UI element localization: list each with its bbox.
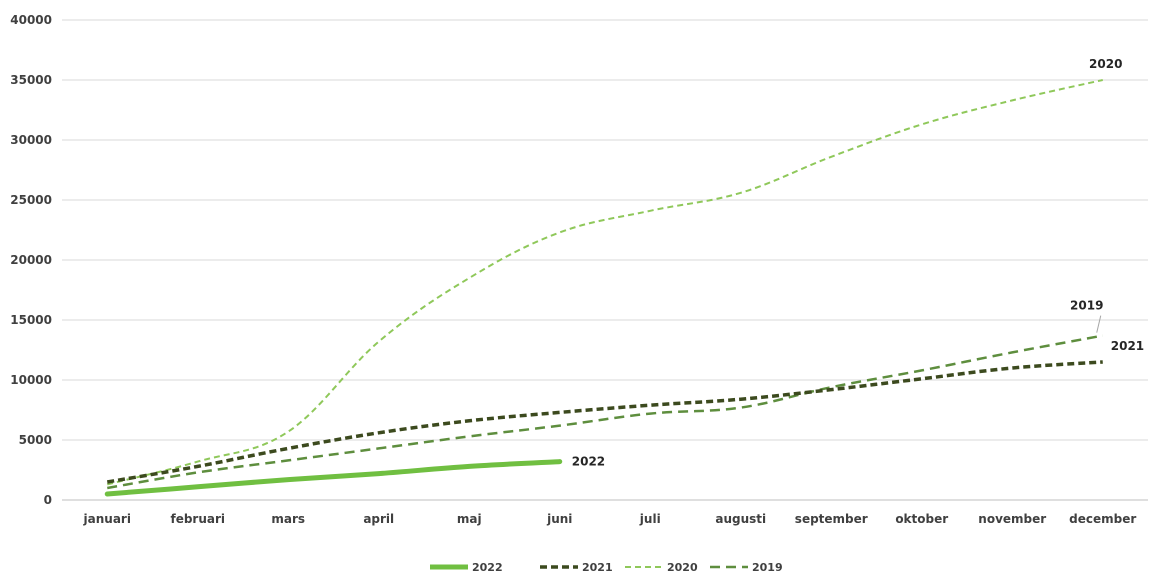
x-tick-label: februari [170,512,225,526]
series-line-2021 [106,360,1103,484]
y-tick-label: 15000 [10,313,52,327]
series-line-2022 [104,459,563,497]
x-tick-label: september [795,512,868,526]
x-axis: januari februari mars april maj juni juli augus… [83,512,1137,526]
x-tick-label: april [363,512,394,526]
legend-label-2022: 2022 [472,561,503,574]
series-end-labels: 2022 2021 2020 2019 [572,57,1144,469]
x-tick-label: augusti [715,512,766,526]
leader-line [1096,315,1102,333]
legend-label-2021: 2021 [582,561,613,574]
x-tick-label: januari [83,512,131,526]
x-tick-label: oktober [895,512,948,526]
x-tick-label: mars [271,512,305,526]
x-tick-label: juni [546,512,572,526]
gridlines [62,19,1148,501]
legend: 2022 2021 2020 2019 [430,561,783,574]
series-end-label-2022: 2022 [572,455,605,469]
y-tick-label: 35000 [10,73,52,87]
x-tick-label: juli [639,512,661,526]
series-line-2020 [107,79,1103,486]
y-tick-label: 25000 [10,193,52,207]
x-tick-label: november [978,512,1046,526]
legend-label-2020: 2020 [667,561,698,574]
y-tick-label: 10000 [10,373,52,387]
legend-label-2019: 2019 [752,561,783,574]
series-line-2019 [107,334,1103,490]
y-tick-label: 40000 [10,13,52,27]
x-tick-label: maj [457,512,482,526]
y-tick-label: 20000 [10,253,52,267]
y-tick-label: 30000 [10,133,52,147]
x-tick-label: december [1069,512,1136,526]
y-tick-label: 5000 [19,433,52,447]
y-axis: 0 5000 10000 15000 20000 25000 30000 35000 40000 [10,13,52,507]
series-end-label-2019: 2019 [1070,299,1103,313]
y-tick-label: 0 [44,493,52,507]
series-end-label-2021: 2021 [1111,339,1144,353]
series-end-label-2020: 2020 [1089,57,1122,71]
series-lines [104,79,1103,497]
